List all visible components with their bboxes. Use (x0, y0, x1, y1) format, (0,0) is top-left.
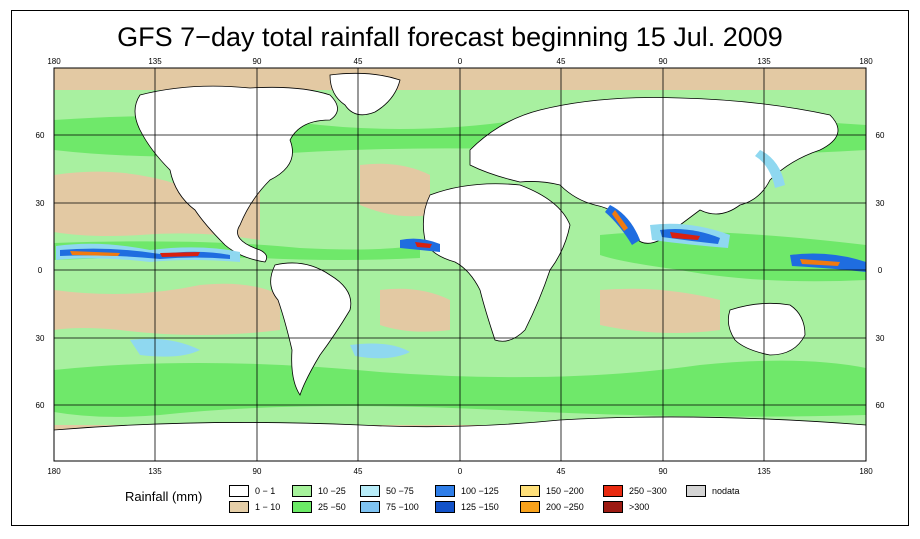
lon-label: 0 (458, 57, 463, 66)
lon-label: 0 (458, 467, 463, 476)
lon-label: 45 (557, 57, 566, 66)
lat-label: 0 (878, 266, 883, 275)
legend-item: 1 − 10 (229, 501, 280, 513)
lon-label: 180 (47, 467, 61, 476)
legend-swatch (229, 501, 249, 513)
legend-swatch (520, 501, 540, 513)
legend-swatch (435, 501, 455, 513)
eurasia (469, 97, 839, 244)
legend-label: 50 −75 (386, 486, 414, 496)
legend-label: 150 −200 (546, 486, 584, 496)
legend-swatch (435, 485, 455, 497)
legend-label: 10 −25 (318, 486, 346, 496)
lat-label: 30 (876, 334, 885, 343)
lat-label: 30 (36, 199, 45, 208)
lat-label: 60 (36, 131, 45, 140)
indian-ocean-dry (600, 288, 720, 334)
legend-label: 100 −125 (461, 486, 499, 496)
south-pacific-dry (54, 283, 280, 335)
graticule (54, 68, 866, 461)
lat-labels-right: 60 30 0 30 60 (876, 131, 885, 410)
lon-label: 135 (148, 467, 162, 476)
legend-label: 250 −300 (629, 486, 667, 496)
lon-label: 135 (757, 467, 771, 476)
figure-frame (11, 10, 909, 526)
lon-label: 90 (659, 57, 668, 66)
lat-label: 60 (36, 401, 45, 410)
lon-label: 90 (659, 467, 668, 476)
legend-item: 200 −250 (520, 501, 584, 513)
lon-label: 45 (557, 467, 566, 476)
lat-label: 0 (38, 266, 43, 275)
legend-swatch (603, 485, 623, 497)
legend-item: 125 −150 (435, 501, 499, 513)
north-america (134, 85, 338, 263)
lon-label: 45 (354, 57, 363, 66)
legend-item: 10 −25 (292, 485, 346, 497)
west-pacific-wet (600, 231, 866, 282)
lon-label: 135 (757, 57, 771, 66)
legend-label: 1 − 10 (255, 502, 281, 512)
map-title: GFS 7−day total rainfall forecast beginn… (117, 22, 783, 52)
greenland (329, 72, 401, 116)
legend-label: 200 −250 (546, 502, 584, 512)
north-atlantic-dry (360, 163, 430, 217)
legend-label: 125 −150 (461, 502, 499, 512)
lon-label: 135 (148, 57, 162, 66)
legend-label: nodata (712, 486, 740, 496)
lat-label: 60 (876, 401, 885, 410)
legend-item: 75 −100 (360, 501, 419, 513)
lon-label: 90 (253, 467, 262, 476)
lat-labels-left: 60 30 0 30 60 (36, 131, 45, 410)
lat-label: 30 (876, 199, 885, 208)
lat-label: 30 (36, 334, 45, 343)
legend-label: 0 − 1 (255, 486, 276, 496)
legend-item: 100 −125 (435, 485, 499, 497)
legend-item: nodata (686, 485, 740, 497)
legend-swatch (360, 485, 380, 497)
legend-item: 50 −75 (360, 485, 414, 497)
legend-swatch (603, 501, 623, 513)
legend-label: >300 (629, 502, 650, 512)
legend-label: 25 −50 (318, 502, 346, 512)
legend-item: >300 (603, 501, 649, 513)
legend-title: Rainfall (mm) (125, 489, 203, 504)
lon-label: 180 (47, 57, 61, 66)
legend-item: 150 −200 (520, 485, 584, 497)
lon-label: 90 (253, 57, 262, 66)
australia (727, 302, 806, 356)
legend-swatch (292, 501, 312, 513)
legend-item: 0 − 1 (229, 485, 275, 497)
legend-item: 25 −50 (292, 501, 346, 513)
heavy-rain-cells (56, 150, 866, 359)
lon-labels-top: 180 135 90 45 0 45 90 135 180 (47, 57, 873, 66)
lon-label: 45 (354, 467, 363, 476)
legend-swatch (292, 485, 312, 497)
legend-swatch (520, 485, 540, 497)
legend-swatch (686, 485, 706, 497)
lat-label: 60 (876, 131, 885, 140)
map-border (53, 67, 867, 462)
lon-labels-bottom: 180 135 90 45 0 45 90 135 180 (47, 467, 873, 476)
legend-swatch (229, 485, 249, 497)
lon-label: 180 (859, 467, 873, 476)
legend-swatch (360, 501, 380, 513)
legend-label: 75 −100 (386, 502, 419, 512)
lon-label: 180 (859, 57, 873, 66)
south-america (270, 262, 352, 396)
legend-item: 250 −300 (603, 485, 667, 497)
south-atlantic-dry (380, 288, 450, 332)
